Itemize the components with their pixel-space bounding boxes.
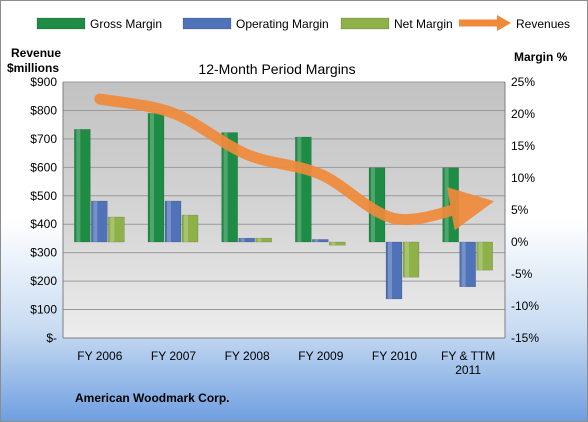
left-axis-label-line-1: Revenue: [11, 46, 61, 60]
x-axis-category-label: FY 2006: [77, 349, 122, 363]
bar-highlight: [405, 242, 409, 278]
bar-net-margin: [108, 216, 125, 243]
bar-highlight: [444, 167, 449, 242]
left-axis-tick-label: $800: [30, 103, 57, 117]
bar-operating-margin: [164, 200, 182, 243]
bar-operating-margin: [238, 237, 255, 243]
bar-highlight: [167, 201, 171, 242]
left-axis-tick-label: $200: [30, 274, 57, 288]
bar-highlight: [297, 137, 302, 242]
right-axis-tick-label: 0%: [511, 235, 529, 249]
x-axis-category-label: 2011: [455, 363, 481, 377]
bar-highlight: [76, 129, 81, 242]
plot-area: [63, 82, 505, 338]
bar-highlight: [388, 242, 392, 299]
bar-gross-margin: [74, 129, 91, 243]
bar-highlight: [223, 132, 228, 242]
left-axis-label-line-2: $millions: [7, 61, 59, 75]
bar-operating-margin: [312, 239, 329, 243]
bar-highlight: [150, 113, 154, 242]
revenue-line-group: [94, 93, 495, 231]
bar-gross-margin: [221, 132, 238, 243]
left-axis-tick-label: $700: [30, 132, 57, 146]
legend-label: Operating Margin: [236, 17, 329, 31]
x-axis-category-label: FY 2008: [225, 349, 270, 363]
x-axis-category-label: FY 2007: [151, 349, 196, 363]
bar-net-margin: [402, 241, 420, 278]
legend-swatch-gross-margin: [36, 17, 86, 30]
bar-highlight: [93, 201, 98, 242]
left-axis-tick-label: $100: [30, 303, 57, 317]
left-axis-tick-label: $300: [30, 246, 57, 260]
legend-label: Net Margin: [394, 17, 453, 31]
left-axis-tick-label: $400: [30, 217, 57, 231]
bar-operating-margin: [91, 200, 108, 243]
legend: Gross Margin Operating Margin Net Margin Re…: [36, 15, 570, 31]
gridlines: [62, 81, 506, 339]
legend-label: Revenues: [516, 17, 570, 31]
bar-operating-margin: [459, 241, 476, 288]
chart-title: 12-Month Period Margins: [198, 61, 355, 77]
right-axis-tick-label: 20%: [511, 107, 535, 121]
bar-highlight: [478, 242, 483, 271]
footer-company-name: American Woodmark Corp.: [75, 391, 229, 405]
left-axis-tick-label: $-: [46, 331, 57, 345]
legend-swatch-operating-margin: [182, 17, 232, 30]
right-axis-tick-label: 5%: [511, 203, 529, 217]
legend-label: Gross Margin: [90, 17, 162, 31]
right-axis-tick-label: 25%: [511, 75, 535, 89]
bar-highlight: [331, 242, 336, 246]
right-axis-tick-label: 10%: [511, 171, 535, 185]
bar-series-group: [74, 113, 493, 300]
bar-highlight: [184, 215, 188, 242]
right-axis-tick-label: -15%: [511, 331, 539, 345]
right-axis-tick-label: -10%: [511, 299, 539, 313]
bar-net-margin: [181, 214, 199, 243]
left-axis-tick-label: $600: [30, 160, 57, 174]
x-axis-category-label: FY & TTM: [441, 349, 495, 363]
bar-highlight: [257, 238, 262, 242]
bar-operating-margin: [385, 241, 403, 300]
right-axis-tick-label: 15%: [511, 139, 535, 153]
left-axis-tick-label: $500: [30, 189, 57, 203]
bar-highlight: [461, 242, 466, 287]
right-axis-label: Margin %: [514, 50, 568, 64]
bar-highlight: [110, 217, 115, 242]
bar-net-margin: [329, 241, 346, 246]
bar-highlight: [314, 239, 319, 242]
right-axis-tick-label: -5%: [511, 267, 533, 281]
legend-arrow-revenues: [497, 15, 511, 31]
left-axis-tick-label: $900: [30, 75, 57, 89]
bar-highlight: [240, 238, 245, 242]
bar-net-margin: [476, 241, 493, 271]
x-axis-category-label: FY 2009: [298, 349, 343, 363]
x-axis-category-label: FY 2010: [372, 349, 417, 363]
bar-net-margin: [255, 237, 272, 243]
revenue-line: [94, 93, 495, 231]
legend-swatch-net-margin: [340, 17, 390, 30]
tick-labels: $- $100 $200 $300 $400 $500 $600 $700 $800 $900 -1…: [30, 75, 539, 377]
